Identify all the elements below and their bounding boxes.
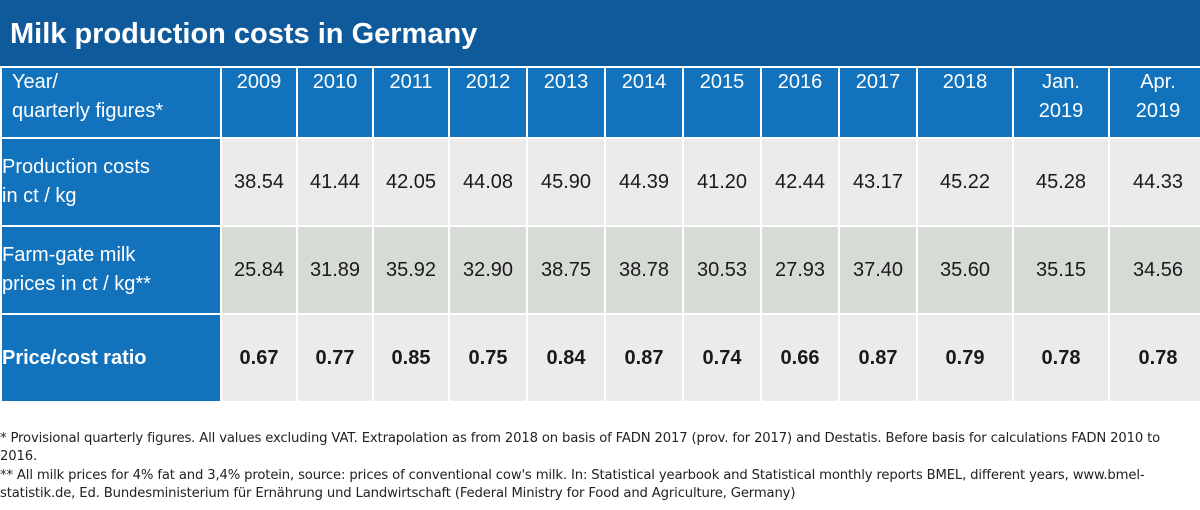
table-cell: 41.20 (682, 137, 762, 227)
table-cell: 38.75 (526, 225, 606, 315)
table-cell: 0.78 (1108, 313, 1200, 403)
table-cell: 25.84 (220, 225, 298, 315)
column-header-text: 2015 (699, 71, 745, 93)
row-header-label-line: quarterly figures* (12, 100, 164, 122)
table-cell: 38.78 (604, 225, 684, 315)
table-cell: 0.77 (296, 313, 374, 403)
table-cell: 30.53 (682, 225, 762, 315)
row-header-label: Year/ quarterly figures* (0, 66, 222, 139)
row-label-line: Price/cost ratio (2, 346, 147, 369)
column-header: 2011 (372, 66, 450, 139)
column-header-text: 2013 (543, 71, 589, 93)
column-header-text: 2016 (777, 71, 823, 93)
table-row-production-costs: Production costs in ct / kg 38.54 41.44 … (0, 137, 1200, 227)
header-row: Year/ quarterly figures* 2009 2010 2011 … (0, 66, 1200, 139)
table-cell: 45.28 (1012, 137, 1110, 227)
column-header: Apr. 2019 (1108, 66, 1200, 139)
table-cell: 0.67 (220, 313, 298, 403)
column-header: 2013 (526, 66, 606, 139)
table-cell: 41.44 (296, 137, 374, 227)
column-header: 2015 (682, 66, 762, 139)
row-label: Production costs in ct / kg (0, 137, 222, 227)
column-header-text: 2019 (1135, 100, 1181, 122)
column-header: 2010 (296, 66, 374, 139)
title-bar: Milk production costs in Germany (0, 0, 1200, 66)
milk-cost-table: Year/ quarterly figures* 2009 2010 2011 … (0, 66, 1200, 403)
table-cell: 31.89 (296, 225, 374, 315)
table-cell: 0.78 (1012, 313, 1110, 403)
table-cell: 0.84 (526, 313, 606, 403)
table-cell: 34.56 (1108, 225, 1200, 315)
table-cell: 35.60 (916, 225, 1014, 315)
footnotes: * Provisional quarterly figures. All val… (0, 430, 1200, 504)
table-cell: 0.79 (916, 313, 1014, 403)
table-cell: 32.90 (448, 225, 528, 315)
table-cell: 44.08 (448, 137, 528, 227)
page-title: Milk production costs in Germany (10, 18, 478, 50)
table-cell: 35.15 (1012, 225, 1110, 315)
column-header-text: 2017 (855, 71, 901, 93)
footnote-milk-prices: ** All milk prices for 4% fat and 3,4% p… (0, 468, 1145, 501)
column-header-text: 2010 (312, 71, 358, 93)
table-cell: 42.05 (372, 137, 450, 227)
table-cell: 35.92 (372, 225, 450, 315)
row-label: Farm-gate milk prices in ct / kg** (0, 225, 222, 315)
table-cell: 0.87 (838, 313, 918, 403)
table-cell: 44.39 (604, 137, 684, 227)
row-label-line: Farm-gate milk (2, 244, 136, 266)
table-cell: 38.54 (220, 137, 298, 227)
column-header-text: Jan. (1042, 71, 1080, 93)
row-header-label-line: Year/ (12, 71, 58, 93)
column-header: 2014 (604, 66, 684, 139)
column-header-text: 2011 (389, 71, 433, 93)
table-cell: 45.90 (526, 137, 606, 227)
column-header: 2009 (220, 66, 298, 139)
row-label-line: Production costs (2, 156, 150, 178)
column-header-text: 2012 (465, 71, 511, 93)
column-header: 2012 (448, 66, 528, 139)
column-header-text: Apr. (1140, 71, 1176, 93)
table-cell: 0.75 (448, 313, 528, 403)
column-header: Jan. 2019 (1012, 66, 1110, 139)
column-header-text: 2009 (236, 71, 282, 93)
row-label-line: prices in ct / kg** (2, 273, 151, 295)
table-cell: 0.74 (682, 313, 762, 403)
column-header-text: 2014 (621, 71, 667, 93)
table-cell: 37.40 (838, 225, 918, 315)
table-cell: 43.17 (838, 137, 918, 227)
table-cell: 0.66 (760, 313, 840, 403)
column-header-text: 2018 (942, 71, 988, 93)
column-header-text: 2019 (1038, 100, 1084, 122)
table-row-farm-gate-prices: Farm-gate milk prices in ct / kg** 25.84… (0, 225, 1200, 315)
column-header: 2017 (838, 66, 918, 139)
row-label: Price/cost ratio (0, 313, 222, 403)
table-cell: 44.33 (1108, 137, 1200, 227)
column-header: 2018 (916, 66, 1014, 139)
footnote-provisional: * Provisional quarterly figures. All val… (0, 431, 1161, 464)
table-row-price-cost-ratio: Price/cost ratio 0.67 0.77 0.85 0.75 0.8… (0, 313, 1200, 403)
table-cell: 45.22 (916, 137, 1014, 227)
table-cell: 42.44 (760, 137, 840, 227)
table-cell: 27.93 (760, 225, 840, 315)
table-cell: 0.87 (604, 313, 684, 403)
table-cell: 0.85 (372, 313, 450, 403)
row-label-line: in ct / kg (2, 185, 77, 207)
column-header: 2016 (760, 66, 840, 139)
